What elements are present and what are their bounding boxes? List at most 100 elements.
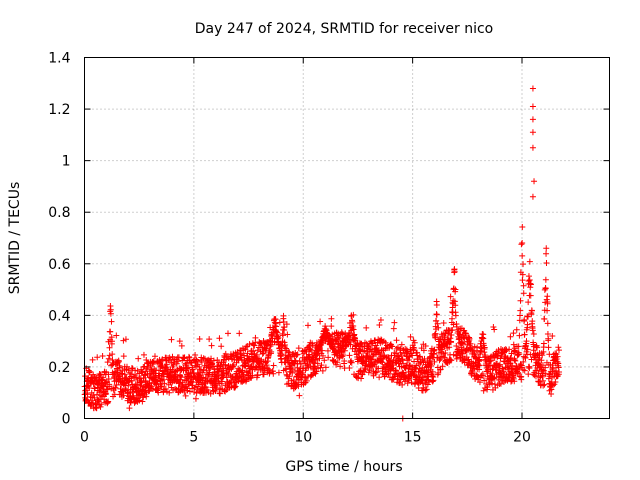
data-point xyxy=(84,391,91,398)
data-point xyxy=(519,252,526,259)
data-point xyxy=(155,389,162,396)
data-point xyxy=(139,398,146,405)
data-point xyxy=(497,355,504,362)
y-tick-label: 1.4 xyxy=(48,51,70,67)
data-point xyxy=(178,342,185,349)
data-point xyxy=(528,307,535,314)
data-point xyxy=(192,395,199,402)
data-point xyxy=(530,330,537,337)
data-point xyxy=(249,372,256,379)
data-point xyxy=(516,332,523,339)
data-point xyxy=(268,341,275,348)
data-point xyxy=(122,336,129,343)
data-point xyxy=(544,307,551,314)
data-point xyxy=(496,361,503,368)
data-point xyxy=(463,347,470,354)
x-tick-label: 15 xyxy=(404,430,422,446)
data-point xyxy=(521,367,528,374)
data-point xyxy=(519,277,526,284)
data-point xyxy=(266,369,273,376)
data-point xyxy=(419,373,426,380)
data-point xyxy=(312,364,319,371)
data-point xyxy=(531,178,538,185)
data-point xyxy=(142,377,149,384)
data-point xyxy=(506,346,513,353)
data-point xyxy=(519,224,526,231)
data-point xyxy=(491,326,498,333)
data-point xyxy=(433,302,440,309)
data-point xyxy=(192,351,199,358)
data-point xyxy=(93,391,100,398)
data-point xyxy=(182,392,189,399)
data-point xyxy=(436,357,443,364)
data-point xyxy=(487,370,494,377)
data-point xyxy=(194,361,201,368)
data-point xyxy=(275,334,282,341)
data-point xyxy=(105,376,112,383)
data-point xyxy=(162,385,169,392)
data-point xyxy=(417,354,424,361)
data-point xyxy=(140,351,147,358)
data-point xyxy=(369,340,376,347)
x-tick-label: 10 xyxy=(294,430,312,446)
data-point xyxy=(162,364,169,371)
data-point xyxy=(296,392,303,399)
data-point xyxy=(273,323,280,330)
data-point xyxy=(193,357,200,364)
data-point xyxy=(544,320,551,327)
data-point xyxy=(434,320,441,327)
data-point xyxy=(191,388,198,395)
data-point xyxy=(340,351,347,358)
data-point xyxy=(437,366,444,373)
data-point xyxy=(200,355,207,362)
data-point xyxy=(175,358,182,365)
data-point xyxy=(293,351,300,358)
data-point xyxy=(550,382,557,389)
data-point xyxy=(121,371,128,378)
data-point xyxy=(346,352,353,359)
data-point xyxy=(140,383,147,390)
data-point xyxy=(377,317,384,324)
data-point xyxy=(453,342,460,349)
y-tick-label: 0.8 xyxy=(48,205,70,221)
data-point xyxy=(490,375,497,382)
data-point xyxy=(379,359,386,366)
data-point xyxy=(283,321,290,328)
data-point xyxy=(441,354,448,361)
data-point xyxy=(125,378,132,385)
data-point xyxy=(447,339,454,346)
data-point xyxy=(430,377,437,384)
data-point xyxy=(518,364,525,371)
data-point xyxy=(476,366,483,373)
data-point xyxy=(341,357,348,364)
y-tick-label: 0.2 xyxy=(48,360,70,376)
data-point xyxy=(440,320,447,327)
data-point xyxy=(99,352,106,359)
data-point xyxy=(183,365,190,372)
data-point xyxy=(554,353,561,360)
data-point xyxy=(212,387,219,394)
data-point xyxy=(196,336,203,343)
data-point xyxy=(161,380,168,387)
data-point xyxy=(518,241,525,248)
data-point xyxy=(556,368,563,375)
data-point xyxy=(545,337,552,344)
data-point xyxy=(542,364,549,371)
data-point xyxy=(543,260,550,267)
data-point xyxy=(282,341,289,348)
data-point xyxy=(236,330,243,337)
data-point xyxy=(222,350,229,357)
data-point xyxy=(510,330,517,337)
plot-frame xyxy=(84,57,610,419)
data-point xyxy=(525,273,532,280)
data-point xyxy=(515,369,522,376)
data-point xyxy=(126,369,133,376)
data-point xyxy=(97,403,104,410)
data-point xyxy=(407,333,414,340)
data-point xyxy=(529,318,536,325)
data-point xyxy=(505,366,512,373)
data-point xyxy=(361,368,368,375)
data-point xyxy=(391,319,398,326)
data-point xyxy=(324,347,331,354)
data-point xyxy=(314,360,321,367)
